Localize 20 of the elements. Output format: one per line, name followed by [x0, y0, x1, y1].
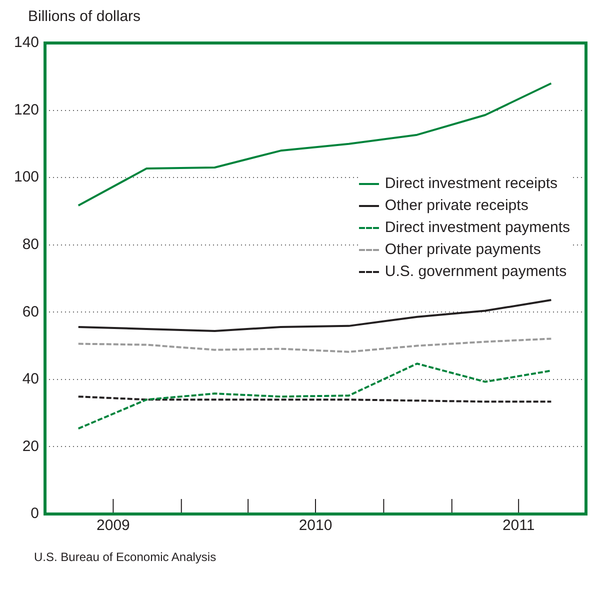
x-tick-label: 2010	[298, 517, 332, 534]
x-tick-label: 2009	[96, 517, 130, 534]
legend-label: Direct investment receipts	[384, 174, 558, 194]
legend-label: U.S. government payments	[384, 262, 567, 282]
y-tick-label: 60	[22, 303, 40, 320]
legend-label: Other private payments	[384, 240, 541, 260]
line-series	[77, 362, 552, 430]
line-series	[77, 338, 552, 353]
legend-label: Direct investment payments	[384, 218, 570, 238]
y-tick-label: 100	[14, 168, 40, 186]
y-tick-label: 40	[22, 370, 40, 388]
text: U.S. Bureau of Economic Analysis	[34, 550, 218, 564]
y-tick-label: 0	[30, 505, 40, 522]
y-tick-label: 120	[14, 101, 40, 118]
y-axis-title: Billions of dollars	[28, 8, 142, 27]
y-tick-label: 80	[22, 236, 40, 253]
y-tick-label: 20	[22, 438, 40, 455]
legend-label: Other private receipts	[384, 196, 528, 216]
y-tick-label: 140	[14, 34, 40, 52]
x-tick-label: 2011	[502, 517, 535, 534]
